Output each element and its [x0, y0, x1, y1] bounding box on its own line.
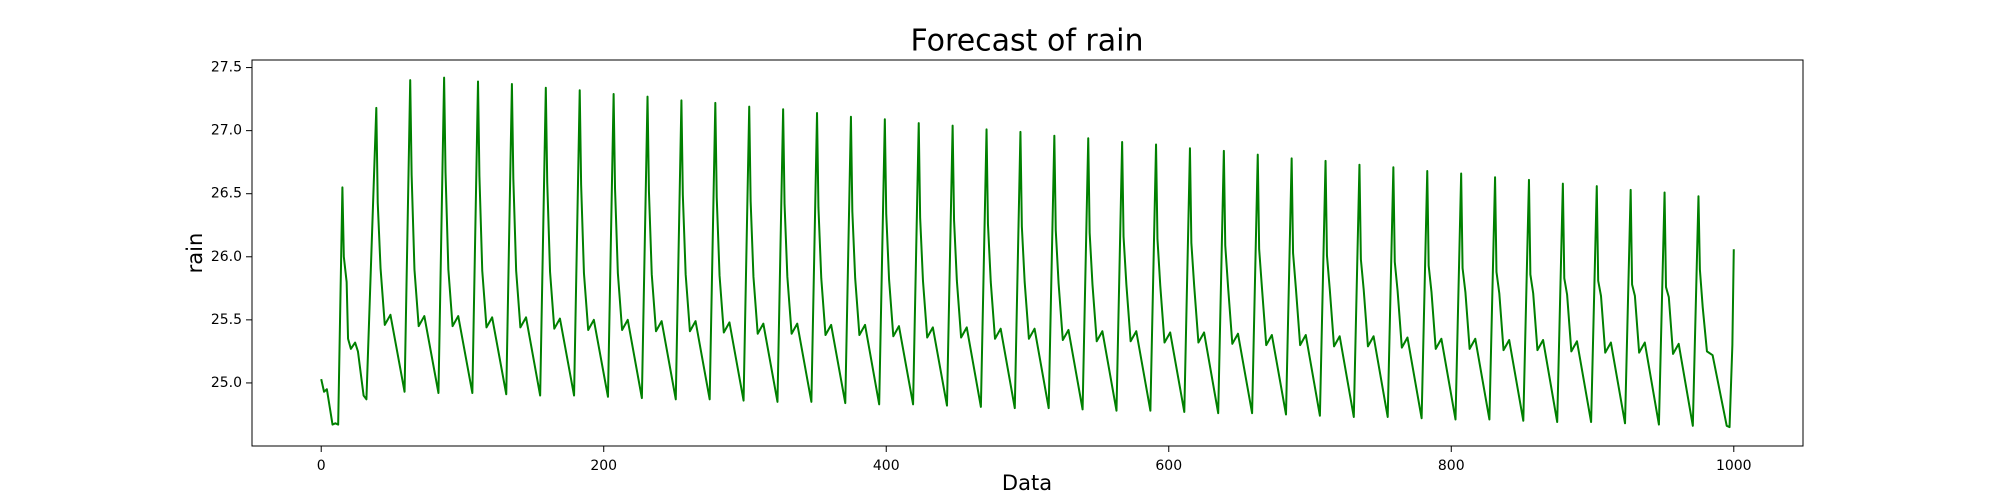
y-tick-label: 25.5 — [211, 312, 242, 328]
x-tick-label: 200 — [590, 458, 617, 474]
plot-frame — [251, 59, 1804, 447]
x-tick-label: 800 — [1438, 458, 1465, 474]
y-tick-label: 27.5 — [211, 60, 242, 76]
chart-title: Forecast of rain — [911, 24, 1144, 59]
y-tick-label: 26.5 — [211, 186, 242, 202]
x-tick-label: 1000 — [1716, 458, 1752, 474]
x-axis-label: Data — [1002, 471, 1052, 495]
x-tick-label: 400 — [873, 458, 900, 474]
x-tick-label: 600 — [1155, 458, 1182, 474]
x-tick-label: 0 — [317, 458, 326, 474]
y-tick-label: 25.0 — [211, 375, 242, 391]
y-axis-label: rain — [183, 233, 207, 274]
y-tick-label: 26.0 — [211, 249, 242, 265]
data-line — [320, 76, 1735, 429]
y-tick-label: 27.0 — [211, 123, 242, 139]
